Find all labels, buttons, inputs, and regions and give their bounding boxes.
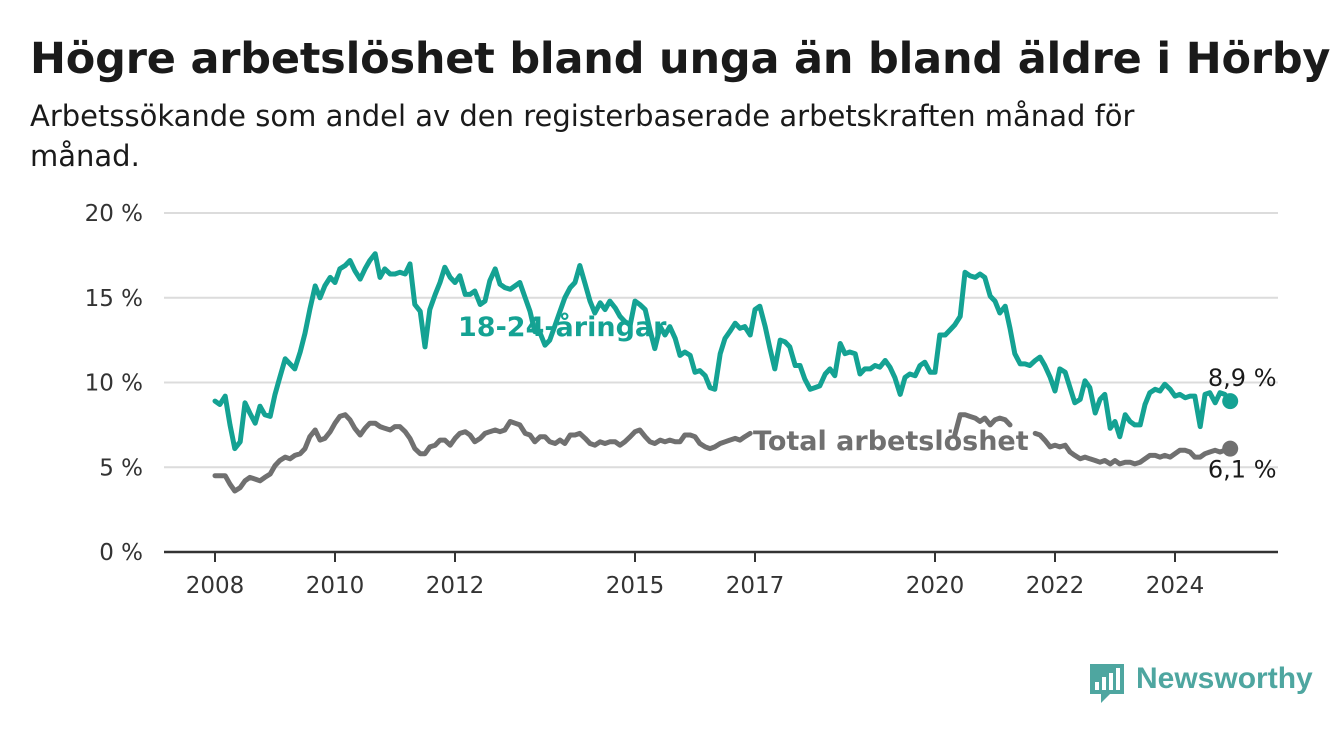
gridlines: [164, 212, 1278, 554]
y-axis-ticks: 0 % 5 % 10 % 15 % 20 %: [85, 201, 143, 566]
brand-name: Newsworthy: [1136, 662, 1313, 695]
y-tick-label: 20 %: [85, 201, 143, 227]
series-name-label-0: 18-24-åringar: [458, 311, 667, 343]
x-tick-label: 2017: [726, 573, 785, 599]
y-tick-label: 5 %: [99, 455, 143, 481]
x-tick-label: 2010: [306, 573, 365, 599]
series-end-dot-0: [1222, 393, 1239, 410]
series-lines: [212, 251, 1239, 494]
series-end-label-1: 6,1 %: [1208, 456, 1277, 484]
chart-subtitle: Arbetssökande som andel av den registerb…: [30, 99, 1135, 173]
x-tick-label: 2024: [1146, 573, 1205, 599]
series-name-label-1: Total arbetslöshet: [753, 426, 1029, 457]
x-tick-label: 2020: [906, 573, 965, 599]
y-tick-label: 10 %: [85, 371, 143, 397]
chart-title: Högre arbetslöshet bland unga än bland ä…: [30, 34, 1331, 84]
bar-chart-speech-bubble-icon: [1090, 664, 1124, 703]
newsworthy-logo: Newsworthy: [1088, 660, 1318, 706]
series-labels: 8,9 % 6,1 % 18-24-åringar Total arbetslöshe…: [458, 311, 1277, 484]
series-line-1: [212, 412, 1233, 494]
x-tick-label: 2008: [186, 573, 245, 599]
x-tick-label: 2015: [606, 573, 665, 599]
series-end-label-0: 8,9 %: [1208, 364, 1277, 392]
y-tick-label: 15 %: [85, 286, 143, 312]
x-tick-label: 2012: [426, 573, 485, 599]
series-end-dot-1: [1222, 440, 1239, 457]
series-line-0: [212, 251, 1233, 452]
x-axis-ticks: 2008 2010 2012 2015 2017 2020 2022 2024: [186, 552, 1205, 599]
x-tick-label: 2022: [1026, 573, 1085, 599]
y-tick-label: 0 %: [99, 540, 143, 566]
